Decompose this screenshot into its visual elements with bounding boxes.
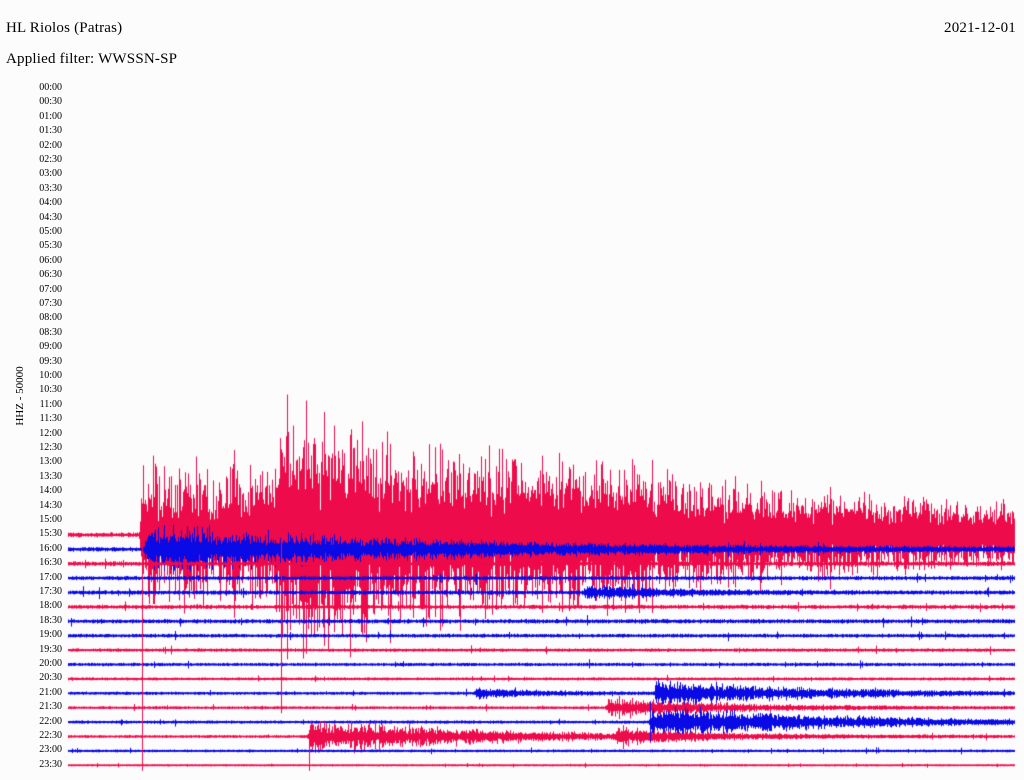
seismogram-page: HL Riolos (Patras) Applied filter: WWSSN… (0, 0, 1024, 780)
seismogram-traces (0, 0, 1024, 780)
